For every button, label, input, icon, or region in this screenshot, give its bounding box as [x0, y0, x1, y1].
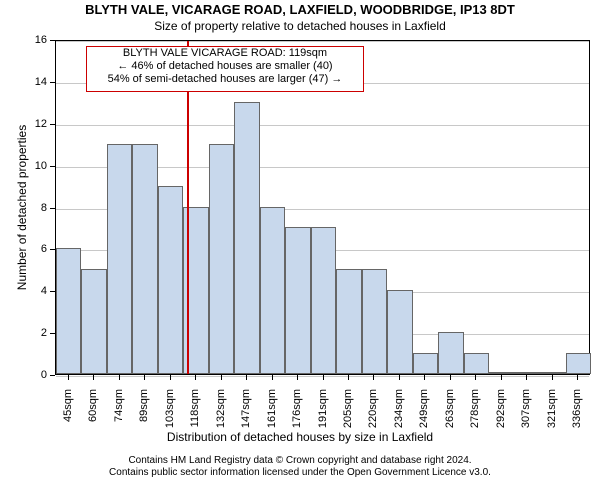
x-tick-mark [195, 375, 196, 380]
y-tick-mark [50, 166, 55, 167]
histogram-bar [81, 269, 106, 374]
annotation-line1: BLYTH VALE VICARAGE ROAD: 119sqm [123, 47, 327, 59]
x-tick-label: 220sqm [367, 389, 379, 439]
histogram-bar [158, 186, 183, 374]
y-tick-mark [50, 333, 55, 334]
x-tick-label: 74sqm [113, 389, 125, 439]
chart-title-line1: BLYTH VALE, VICARAGE ROAD, LAXFIELD, WOO… [0, 2, 600, 17]
y-tick-mark [50, 249, 55, 250]
x-tick-mark [297, 375, 298, 380]
y-tick-label: 14 [27, 76, 47, 88]
x-tick-mark [475, 375, 476, 380]
y-tick-label: 16 [27, 34, 47, 46]
x-tick-mark [552, 375, 553, 380]
histogram-bar [362, 269, 387, 374]
histogram-bar [311, 227, 336, 374]
histogram-bar [285, 227, 310, 374]
histogram-bar [413, 353, 438, 374]
histogram-bar [489, 372, 514, 374]
x-tick-label: 45sqm [62, 389, 74, 439]
histogram-bar [209, 144, 234, 374]
attribution-line1: Contains HM Land Registry data © Crown c… [128, 455, 471, 466]
x-tick-mark [170, 375, 171, 380]
x-tick-label: 307sqm [520, 389, 532, 439]
annotation-box: BLYTH VALE VICARAGE ROAD: 119sqm← 46% of… [86, 46, 364, 92]
y-tick-mark [50, 40, 55, 41]
x-tick-label: 321sqm [546, 389, 558, 439]
histogram-bar [438, 332, 463, 374]
gridline [56, 41, 589, 42]
x-tick-mark [399, 375, 400, 380]
x-tick-mark [501, 375, 502, 380]
histogram-bar [464, 353, 489, 374]
x-tick-label: 336sqm [571, 389, 583, 439]
y-tick-mark [50, 208, 55, 209]
x-tick-label: 205sqm [342, 389, 354, 439]
x-tick-label: 263sqm [444, 389, 456, 439]
y-tick-mark [50, 375, 55, 376]
x-tick-label: 191sqm [317, 389, 329, 439]
x-tick-label: 89sqm [138, 389, 150, 439]
histogram-bar [234, 102, 259, 374]
gridline [56, 125, 589, 126]
x-tick-mark [93, 375, 94, 380]
y-tick-label: 4 [27, 285, 47, 297]
histogram-bar [387, 290, 412, 374]
histogram-bar [336, 269, 361, 374]
x-tick-mark [450, 375, 451, 380]
x-tick-mark [221, 375, 222, 380]
x-tick-mark [323, 375, 324, 380]
y-tick-label: 8 [27, 202, 47, 214]
y-tick-mark [50, 124, 55, 125]
x-tick-mark [424, 375, 425, 380]
x-tick-label: 118sqm [189, 389, 201, 439]
chart-container: { "chart": { "type": "histogram", "title… [0, 0, 600, 500]
y-tick-label: 6 [27, 243, 47, 255]
x-tick-label: 161sqm [266, 389, 278, 439]
y-tick-label: 0 [27, 369, 47, 381]
x-tick-label: 278sqm [469, 389, 481, 439]
annotation-line3: 54% of semi-detached houses are larger (… [108, 73, 343, 85]
histogram-bar [540, 372, 565, 374]
y-tick-mark [50, 82, 55, 83]
x-tick-mark [246, 375, 247, 380]
histogram-bar [56, 248, 81, 374]
y-tick-label: 2 [27, 327, 47, 339]
histogram-bar [566, 353, 591, 374]
x-tick-label: 103sqm [164, 389, 176, 439]
x-tick-label: 60sqm [87, 389, 99, 439]
x-tick-mark [144, 375, 145, 380]
y-tick-mark [50, 291, 55, 292]
histogram-bar [107, 144, 132, 374]
x-tick-mark [68, 375, 69, 380]
attribution-line2: Contains public sector information licen… [109, 467, 491, 478]
chart-title-line2: Size of property relative to detached ho… [0, 19, 600, 33]
x-tick-label: 292sqm [495, 389, 507, 439]
x-tick-label: 132sqm [215, 389, 227, 439]
x-tick-label: 234sqm [393, 389, 405, 439]
x-tick-label: 249sqm [418, 389, 430, 439]
annotation-line2: ← 46% of detached houses are smaller (40… [117, 60, 332, 72]
attribution-text: Contains HM Land Registry data © Crown c… [0, 455, 600, 479]
x-tick-mark [119, 375, 120, 380]
x-tick-mark [348, 375, 349, 380]
x-tick-label: 147sqm [240, 389, 252, 439]
histogram-bar [132, 144, 157, 374]
x-tick-mark [526, 375, 527, 380]
x-tick-mark [577, 375, 578, 380]
histogram-bar [515, 372, 540, 374]
histogram-bar [260, 207, 285, 375]
y-tick-label: 10 [27, 160, 47, 172]
x-tick-mark [272, 375, 273, 380]
x-tick-label: 176sqm [291, 389, 303, 439]
x-tick-mark [373, 375, 374, 380]
y-tick-label: 12 [27, 118, 47, 130]
